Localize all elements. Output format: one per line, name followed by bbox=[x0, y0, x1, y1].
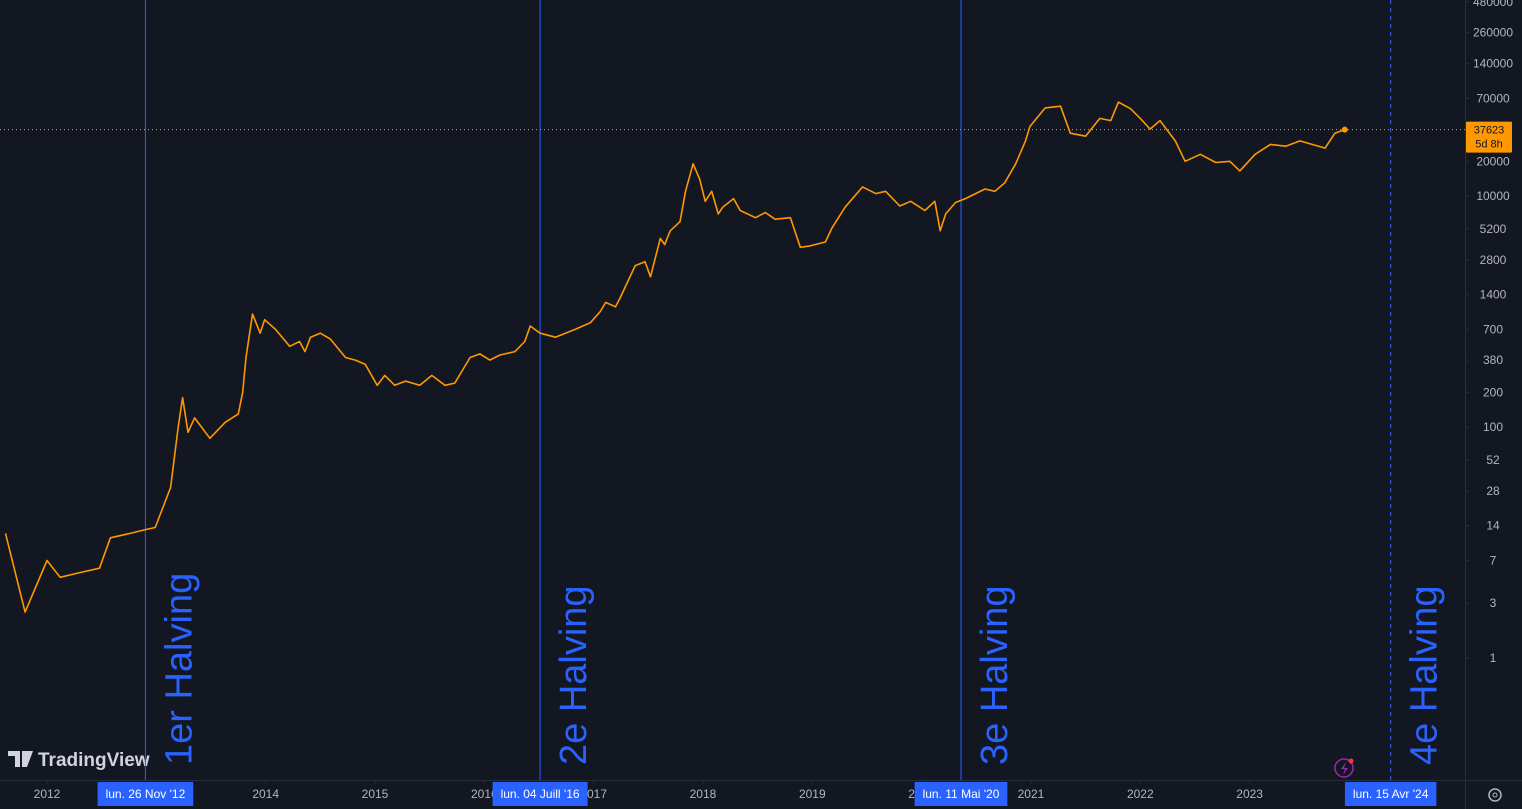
halving-date-label: lun. 11 Mai '20 bbox=[923, 787, 1000, 801]
y-tick-label: 480000 bbox=[1473, 0, 1513, 9]
y-tick-label: 20000 bbox=[1476, 154, 1510, 168]
alert-icon[interactable] bbox=[1334, 758, 1354, 778]
halving-text: 1er Halving bbox=[158, 573, 200, 765]
alert-ring[interactable] bbox=[1334, 758, 1354, 778]
x-tick-label: 2022 bbox=[1127, 787, 1154, 801]
halving-date-label: lun. 15 Avr '24 bbox=[1353, 787, 1429, 801]
y-tick-label: 1400 bbox=[1480, 288, 1507, 302]
halving-date: lun. 11 Mai '20 bbox=[914, 782, 1008, 806]
x-tick-label: 2021 bbox=[1018, 787, 1045, 801]
y-tick-label: 70000 bbox=[1476, 91, 1510, 105]
halving-date-box bbox=[97, 782, 194, 806]
halving-text: 3e Halving bbox=[974, 585, 1016, 765]
y-tick-label: 140000 bbox=[1473, 57, 1513, 71]
y-tick-label: 14 bbox=[1486, 519, 1500, 533]
x-tick-label: 2016 bbox=[471, 787, 498, 801]
y-tick-label: 52 bbox=[1486, 453, 1500, 467]
alert-dot[interactable] bbox=[1348, 758, 1354, 764]
y-tick-label: 380 bbox=[1483, 353, 1503, 367]
watermark: TradingView bbox=[8, 750, 150, 771]
x-tick-label: 2014 bbox=[252, 787, 279, 801]
price-tag-value: 37623 bbox=[1474, 125, 1505, 137]
y-tick-label: 260000 bbox=[1473, 26, 1513, 40]
halving-date: lun. 26 Nov '12 bbox=[97, 782, 194, 806]
y-tick-label: 7 bbox=[1490, 553, 1497, 567]
settings-icon[interactable] bbox=[1488, 788, 1502, 802]
gear-center[interactable] bbox=[1492, 792, 1498, 798]
gear[interactable] bbox=[1488, 788, 1502, 802]
x-tick-label: 2018 bbox=[690, 787, 717, 801]
watermark-text: TradingView bbox=[38, 750, 150, 771]
halving-date-label: lun. 04 Juill '16 bbox=[501, 787, 580, 801]
halving-date-box bbox=[492, 782, 588, 806]
price-tag-countdown: 5d 8h bbox=[1475, 139, 1503, 151]
halving-text: 2e Halving bbox=[553, 585, 595, 765]
halving-date: lun. 04 Juill '16 bbox=[492, 782, 588, 806]
halving-date-box bbox=[1344, 782, 1437, 806]
last-point bbox=[1341, 126, 1348, 133]
y-tick-label: 1 bbox=[1490, 651, 1497, 665]
y-tick-label: 700 bbox=[1483, 322, 1503, 336]
y-tick-label: 200 bbox=[1483, 385, 1503, 399]
y-tick-label: 28 bbox=[1486, 484, 1500, 498]
logo-dot bbox=[22, 751, 28, 757]
y-tick-label: 3 bbox=[1490, 596, 1497, 610]
x-tick-label: 2019 bbox=[799, 787, 826, 801]
x-tick-label: 2023 bbox=[1236, 787, 1263, 801]
halving-text: 4e Halving bbox=[1404, 585, 1446, 765]
y-tick-label: 2800 bbox=[1480, 253, 1507, 267]
x-tick-label: 2015 bbox=[362, 787, 389, 801]
halving-date-label: lun. 26 Nov '12 bbox=[106, 787, 186, 801]
alert-bolt[interactable] bbox=[1341, 762, 1348, 775]
y-tick-label: 10000 bbox=[1476, 189, 1510, 203]
x-tick-label: 2012 bbox=[34, 787, 61, 801]
halving-date-box bbox=[914, 782, 1008, 806]
halving-date: lun. 15 Avr '24 bbox=[1344, 782, 1437, 806]
price-line bbox=[4, 101, 1345, 613]
y-tick-label: 100 bbox=[1483, 420, 1503, 434]
y-tick-label: 5200 bbox=[1480, 222, 1507, 236]
price-tag bbox=[1466, 121, 1512, 153]
